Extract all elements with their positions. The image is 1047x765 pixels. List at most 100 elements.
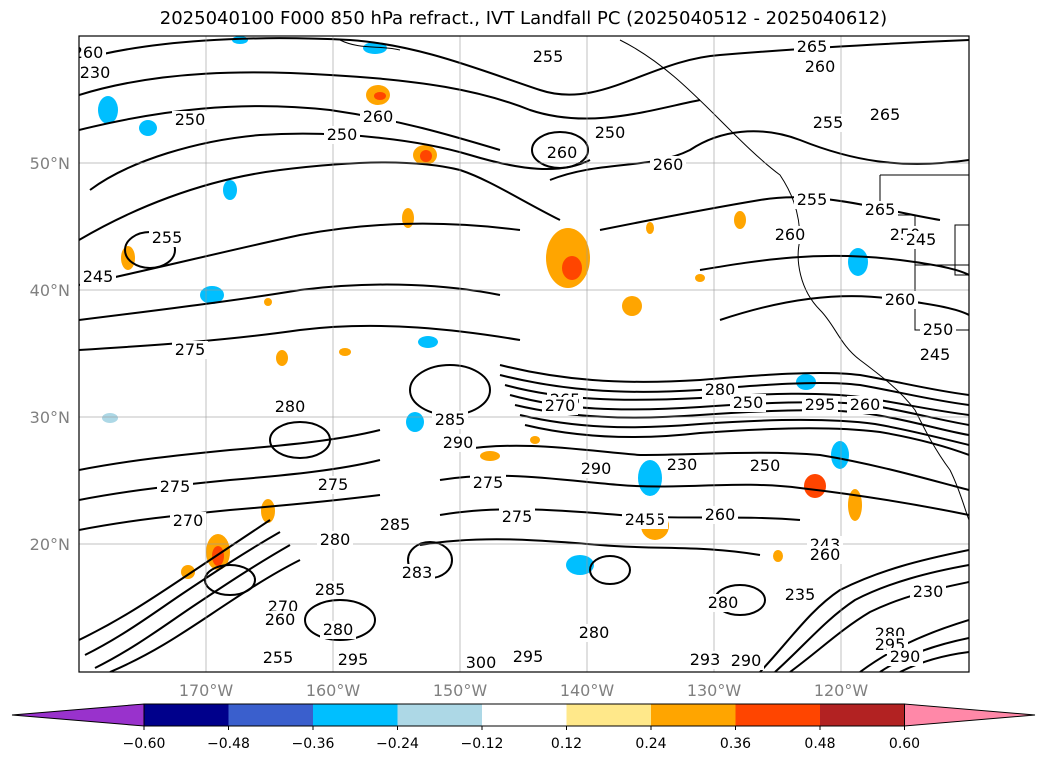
coastline bbox=[619, 39, 969, 521]
shaded-patch bbox=[638, 460, 662, 496]
shaded-patch bbox=[98, 96, 118, 124]
contour-label-bg bbox=[320, 621, 356, 639]
colorbar-ticks: −0.60 −0.48 −0.36 −0.24 −0.12 0.12 0.24 0.36 0.4… bbox=[123, 726, 920, 752]
shaded-patch bbox=[181, 565, 195, 579]
contour-label: 260 bbox=[810, 545, 841, 564]
contour-line bbox=[589, 555, 631, 585]
contour-label-bg bbox=[802, 396, 838, 414]
contour-label: 295 bbox=[338, 650, 369, 669]
contour-line bbox=[774, 564, 969, 672]
contour-label-bg bbox=[917, 346, 953, 364]
contour-label: 260 bbox=[775, 225, 806, 244]
contour-label-bg bbox=[576, 624, 612, 642]
contour-label-bg bbox=[592, 124, 628, 142]
contour-line bbox=[499, 374, 969, 406]
contour-label-bg bbox=[747, 457, 783, 475]
contour-label: 285 bbox=[380, 515, 411, 534]
contour-label-bg bbox=[728, 652, 764, 670]
colorbar-tick-label: 0.60 bbox=[889, 736, 920, 752]
contour-line bbox=[699, 254, 969, 276]
shaded-patch bbox=[622, 296, 642, 316]
shaded-patch bbox=[276, 350, 288, 366]
contour-label-bg bbox=[920, 321, 956, 339]
contour-label: 260 bbox=[363, 107, 394, 126]
contour-label-bg bbox=[544, 144, 580, 162]
contour-label-bg bbox=[149, 229, 185, 247]
lon-label: 150°W bbox=[433, 681, 488, 700]
contour-label: 235 bbox=[785, 585, 816, 604]
contour-label-bg bbox=[882, 291, 918, 309]
lat-label: 30°N bbox=[30, 408, 70, 427]
contour-label: 290 bbox=[731, 651, 762, 670]
contour-label-bg bbox=[702, 381, 738, 399]
lon-label: 140°W bbox=[560, 681, 615, 700]
latitude-labels: 50°N 40°N 30°N 20°N bbox=[30, 154, 70, 554]
contour-label: 265 bbox=[870, 105, 901, 124]
longitude-labels: 170°W 160°W 150°W 140°W 130°W 120°W bbox=[179, 681, 869, 700]
contour-line bbox=[84, 531, 281, 656]
contour-label: 280 bbox=[275, 397, 306, 416]
contour-label-bg bbox=[399, 564, 435, 582]
contour-label-bg bbox=[794, 38, 830, 56]
contour-label-bg bbox=[499, 508, 535, 526]
contour-label-bg bbox=[510, 648, 546, 666]
contour-label-bg bbox=[782, 586, 818, 604]
shaded-patch bbox=[695, 274, 705, 282]
shaded-patch bbox=[264, 298, 272, 306]
colorbar-tick-label: 0.36 bbox=[720, 736, 751, 752]
contour-label: 280 bbox=[320, 530, 351, 549]
shaded-patch bbox=[102, 413, 118, 423]
lon-label: 120°W bbox=[814, 681, 869, 700]
contour-label-bg bbox=[463, 654, 499, 672]
contour-label-bg bbox=[324, 126, 360, 144]
contour-line bbox=[79, 324, 521, 351]
contour-line bbox=[439, 474, 969, 516]
contour-label-bg bbox=[79, 44, 106, 62]
colorbar-extend-high bbox=[904, 703, 1036, 727]
contour-label: 250 bbox=[595, 123, 626, 142]
colorbar-frame bbox=[143, 703, 905, 727]
colorbar: −0.60 −0.48 −0.36 −0.24 −0.12 0.12 0.24 0.36 0.4… bbox=[11, 703, 1036, 752]
shaded-patch bbox=[804, 474, 826, 498]
contour-label: 280 bbox=[323, 620, 354, 639]
contour-label-bg bbox=[650, 156, 686, 174]
contour-line bbox=[79, 105, 501, 151]
contour-label-bg bbox=[530, 48, 566, 66]
shaded-patch bbox=[848, 489, 862, 521]
contour-label: 230 bbox=[667, 455, 698, 474]
shaded-patch bbox=[562, 256, 582, 280]
contour-label: 255 bbox=[152, 228, 183, 247]
contour-label: 275 bbox=[175, 340, 206, 359]
contour-line bbox=[204, 564, 256, 596]
contour-line bbox=[419, 538, 761, 556]
contour-label-bg bbox=[172, 341, 208, 359]
contour-line bbox=[94, 544, 291, 669]
colorbar-tick-label: 0.12 bbox=[551, 736, 582, 752]
contour-label-bg bbox=[794, 191, 830, 209]
contour-label: 275 bbox=[318, 475, 349, 494]
shaded-patch bbox=[212, 546, 224, 566]
contour-label: 275 bbox=[502, 507, 533, 526]
contour-line bbox=[79, 37, 969, 96]
contour-label: 275 bbox=[473, 473, 504, 492]
contour-label: 260 bbox=[73, 43, 104, 62]
contour-label-bg bbox=[862, 201, 898, 219]
contour-label: 295 bbox=[513, 647, 544, 666]
colorbar-tick-label: 0.24 bbox=[635, 736, 666, 752]
contour-label: 245 bbox=[83, 267, 114, 286]
contour-line bbox=[79, 494, 381, 531]
contour-label-bg bbox=[360, 108, 396, 126]
contour-label: 280 bbox=[705, 380, 736, 399]
shaded-patch bbox=[339, 348, 351, 356]
contour-line bbox=[514, 404, 969, 436]
contour-label-bg bbox=[315, 476, 351, 494]
shaded-patch bbox=[363, 42, 387, 54]
contour-label-bg bbox=[172, 111, 208, 129]
shaded-patch bbox=[480, 451, 500, 461]
contour-label-bg bbox=[432, 411, 468, 429]
contour-label: 250 bbox=[923, 320, 954, 339]
contour-label: 255 bbox=[813, 113, 844, 132]
shaded-patch bbox=[530, 436, 540, 444]
contour-label: 260 bbox=[805, 57, 836, 76]
contour-label-bg bbox=[810, 114, 846, 132]
